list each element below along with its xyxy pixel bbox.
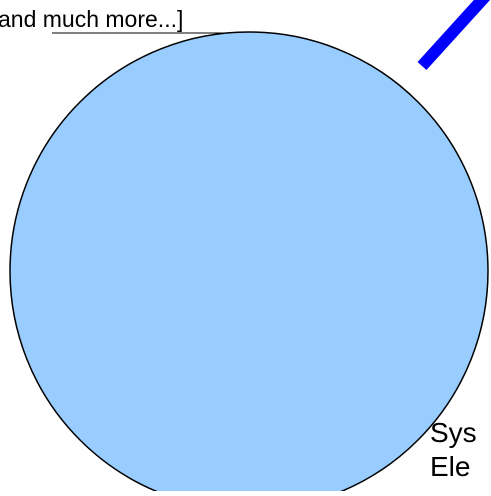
main-circle bbox=[9, 31, 489, 496]
top-text: and much more...] bbox=[0, 6, 184, 32]
connector-line bbox=[417, 0, 491, 71]
system-label-line-2: Ele bbox=[430, 451, 471, 482]
system-label: Sys Ele bbox=[430, 416, 477, 484]
system-label-line-1: Sys bbox=[430, 417, 477, 448]
